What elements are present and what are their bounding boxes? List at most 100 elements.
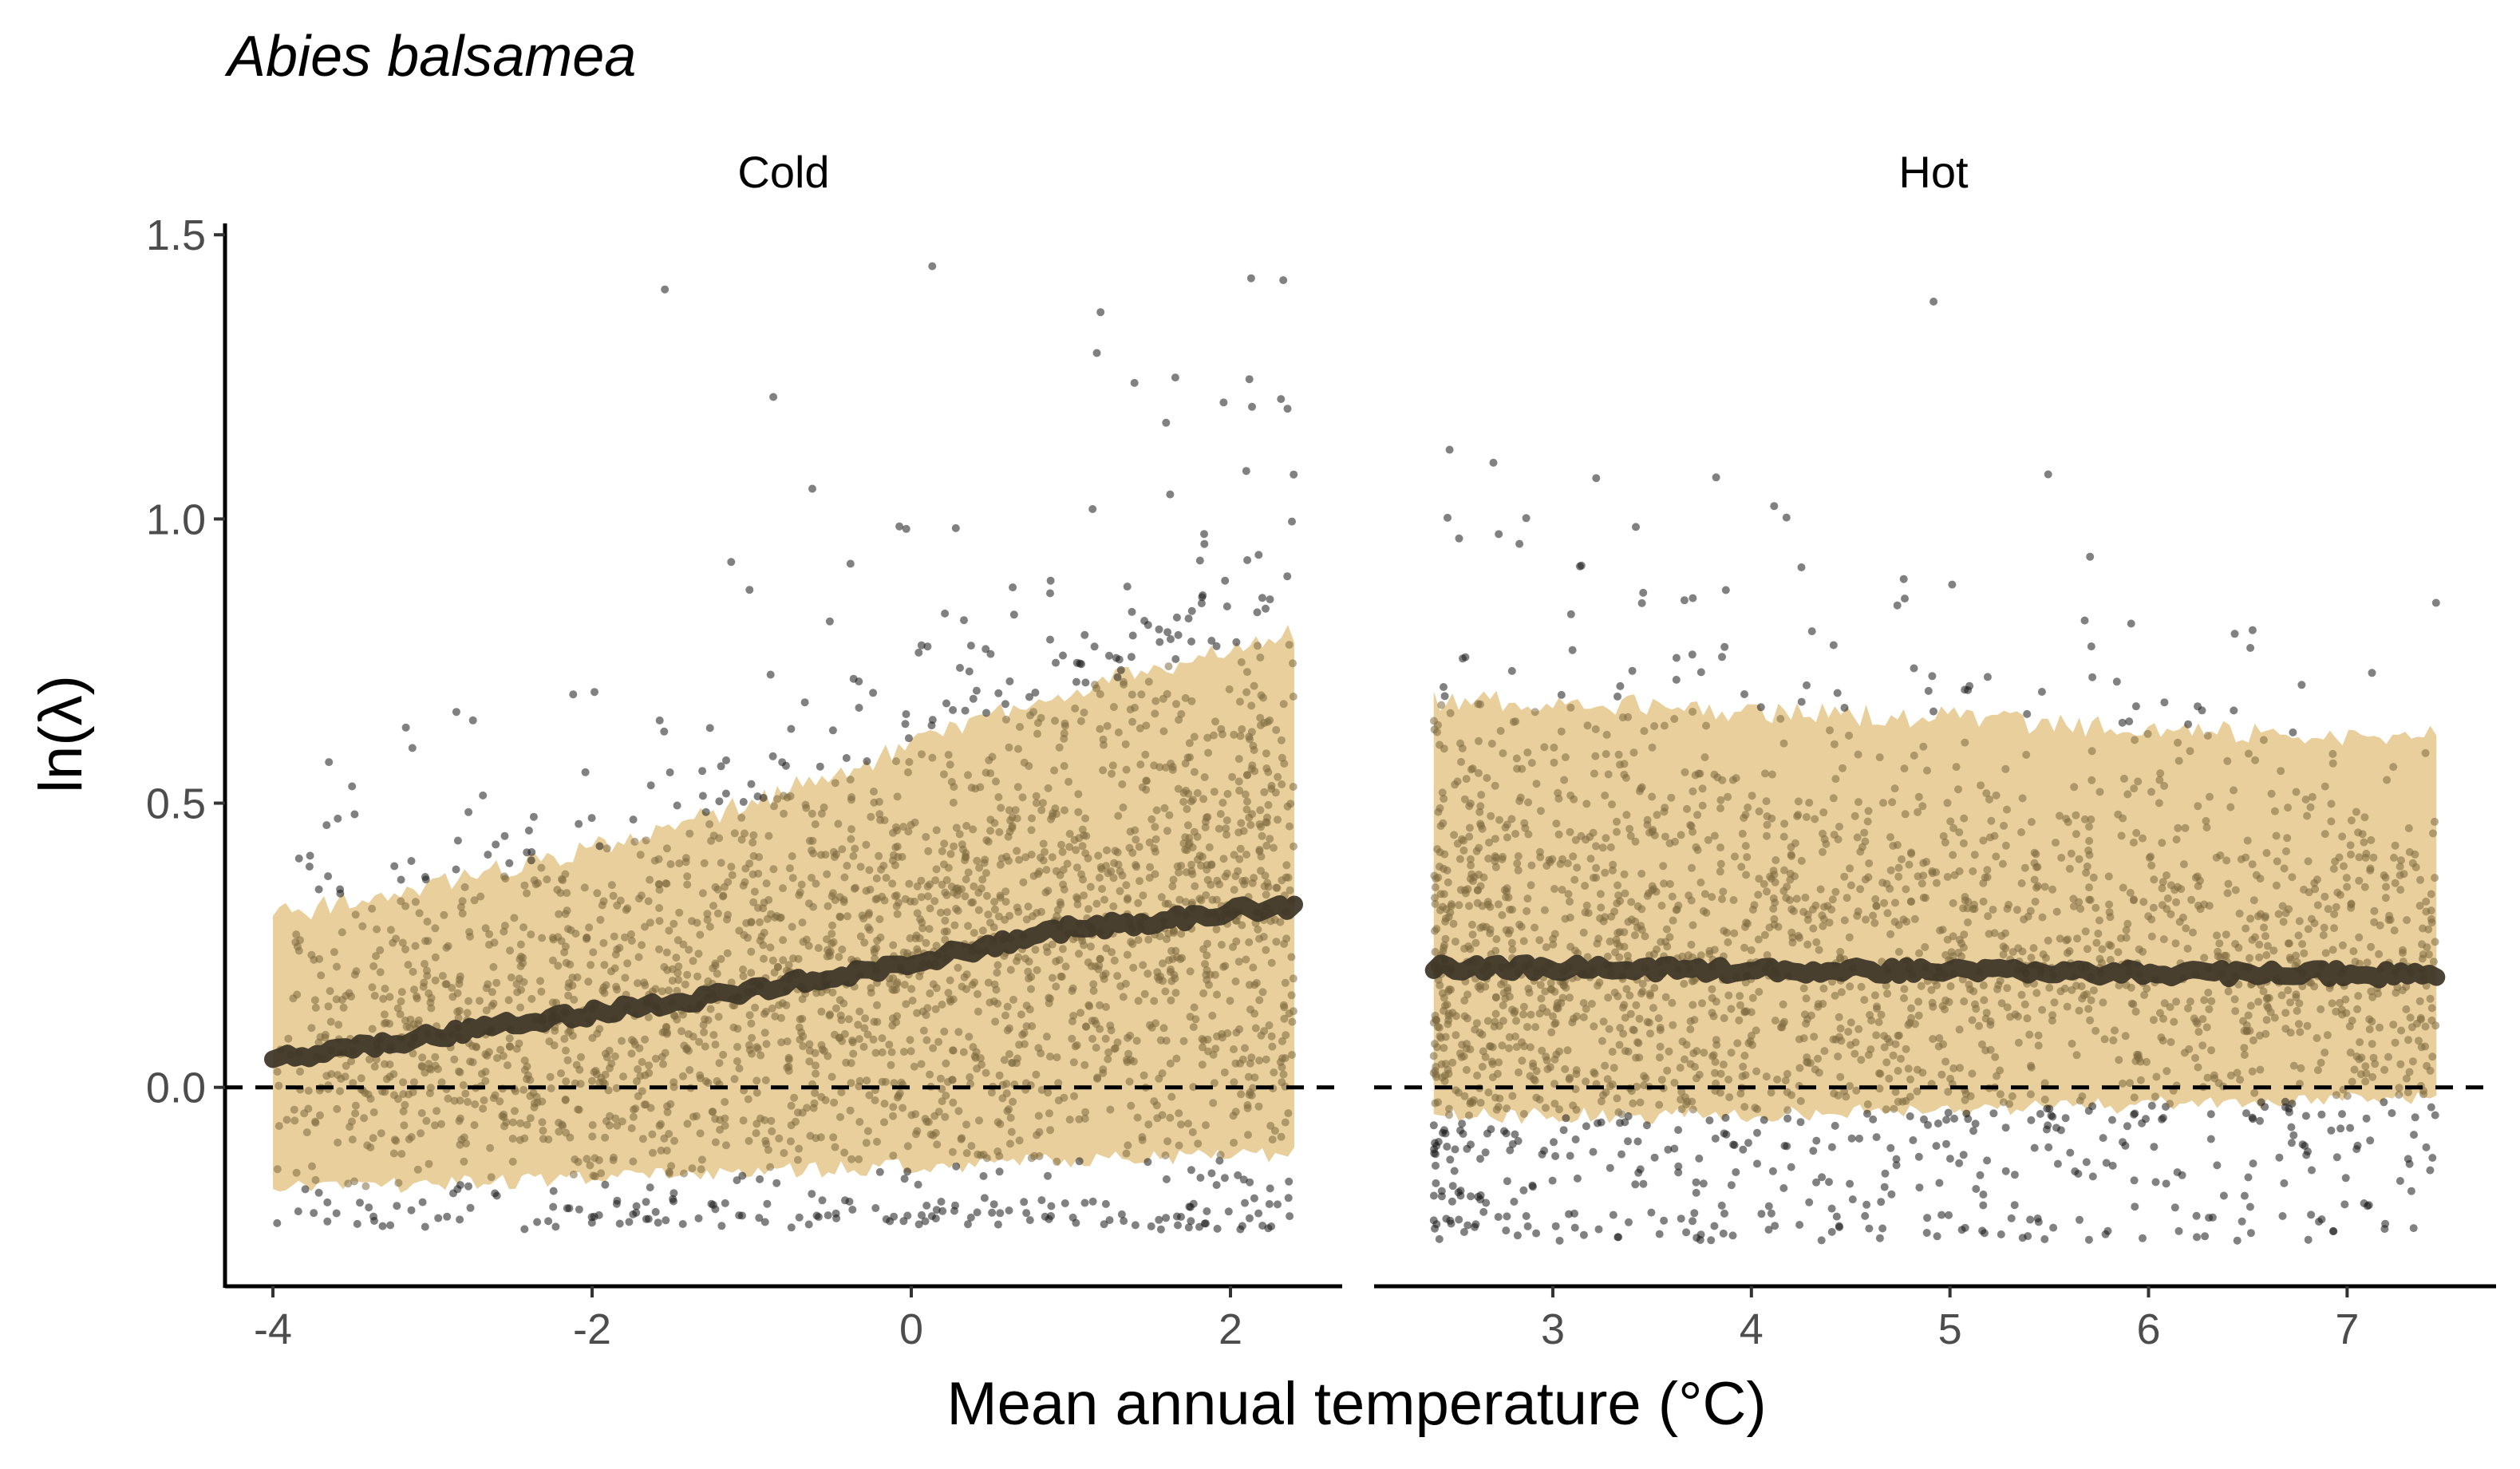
data-point [1986, 1045, 1995, 1054]
data-point [2431, 1111, 2439, 1120]
data-point [492, 840, 500, 849]
data-point [1625, 991, 1634, 1000]
data-point [2134, 777, 2143, 786]
data-point [1128, 690, 1136, 699]
data-point [1203, 865, 1211, 874]
data-point [922, 1011, 930, 1020]
data-point [1770, 502, 1779, 511]
data-point [861, 1014, 870, 1023]
data-point [2367, 987, 2376, 996]
data-point [1255, 1056, 1264, 1065]
data-point [1167, 635, 1175, 643]
data-point [519, 923, 527, 932]
data-point [1121, 740, 1130, 748]
data-point [2346, 1123, 2355, 1132]
data-point [1819, 808, 1828, 817]
data-point [1281, 1118, 1290, 1127]
data-point [1744, 804, 1752, 812]
data-point [1290, 470, 1298, 479]
data-point [665, 986, 673, 995]
data-point [1144, 1120, 1153, 1129]
data-point [2395, 1091, 2403, 1099]
data-point [1174, 1221, 1182, 1230]
data-point [500, 831, 509, 840]
data-point [326, 987, 334, 995]
data-point [988, 1208, 997, 1217]
data-point [1493, 1069, 1502, 1078]
data-point [1504, 893, 1513, 902]
data-point [1243, 556, 1252, 564]
data-point [1827, 1204, 1836, 1213]
data-point [1005, 806, 1013, 815]
data-point [1068, 1034, 1076, 1043]
data-point [420, 978, 429, 987]
data-point [1880, 1043, 1889, 1052]
data-point [1738, 829, 1747, 838]
data-point [893, 910, 902, 918]
data-point [595, 842, 604, 851]
data-point [747, 780, 756, 788]
data-point [1851, 1049, 1859, 1058]
data-point [1527, 1010, 1535, 1019]
data-point [585, 923, 594, 932]
data-point [2118, 718, 2127, 727]
data-point [1992, 852, 2001, 861]
data-point [2306, 803, 2315, 812]
data-point [1448, 1182, 1457, 1191]
data-point [602, 844, 611, 853]
data-point [2375, 950, 2384, 958]
data-point [1616, 681, 1625, 690]
data-point [1752, 1067, 1761, 1076]
data-point [1587, 1000, 1596, 1008]
data-point [811, 1088, 820, 1097]
data-point [464, 808, 473, 816]
data-point [1162, 1214, 1171, 1222]
data-point [1724, 938, 1732, 946]
data-point [1960, 997, 1969, 1005]
data-point [1256, 654, 1265, 661]
data-point [1145, 838, 1154, 847]
data-point [1729, 896, 1738, 904]
data-point [594, 1210, 603, 1219]
data-point [2089, 873, 2098, 882]
data-point [1467, 1192, 1475, 1201]
data-point [978, 875, 987, 884]
data-point [1672, 675, 1681, 684]
data-point [1872, 1031, 1881, 1040]
data-point [1014, 744, 1022, 753]
data-point [1250, 681, 1258, 690]
data-point [1818, 1173, 1827, 1182]
data-point [410, 985, 418, 994]
data-point [2081, 927, 2090, 936]
data-point [1554, 788, 1562, 797]
data-point [480, 1096, 488, 1104]
data-point [1919, 859, 1928, 867]
data-point [2091, 1026, 2100, 1035]
data-point [1597, 903, 1606, 912]
data-point [2351, 958, 2360, 966]
data-point [808, 874, 816, 882]
data-point [508, 1157, 517, 1166]
data-point [470, 1121, 479, 1129]
data-point [704, 1079, 713, 1087]
data-point [1546, 978, 1555, 987]
data-point [1286, 1212, 1294, 1221]
data-point [2180, 1048, 2189, 1057]
data-point [1193, 855, 1202, 864]
data-point [2431, 938, 2439, 946]
data-point [1605, 1025, 1614, 1033]
data-point [1110, 1044, 1119, 1053]
data-point [1155, 638, 1164, 646]
data-point [1152, 806, 1161, 815]
data-point [976, 1054, 985, 1063]
data-point [1190, 1003, 1199, 1012]
data-point [1231, 977, 1240, 985]
data-point [786, 792, 795, 800]
data-point [1100, 1220, 1108, 1229]
data-point [1266, 917, 1275, 926]
data-point [304, 1087, 313, 1095]
data-point [1242, 851, 1250, 859]
data-point [1890, 784, 1899, 793]
data-point [1177, 1120, 1185, 1129]
data-point [1708, 993, 1716, 1002]
